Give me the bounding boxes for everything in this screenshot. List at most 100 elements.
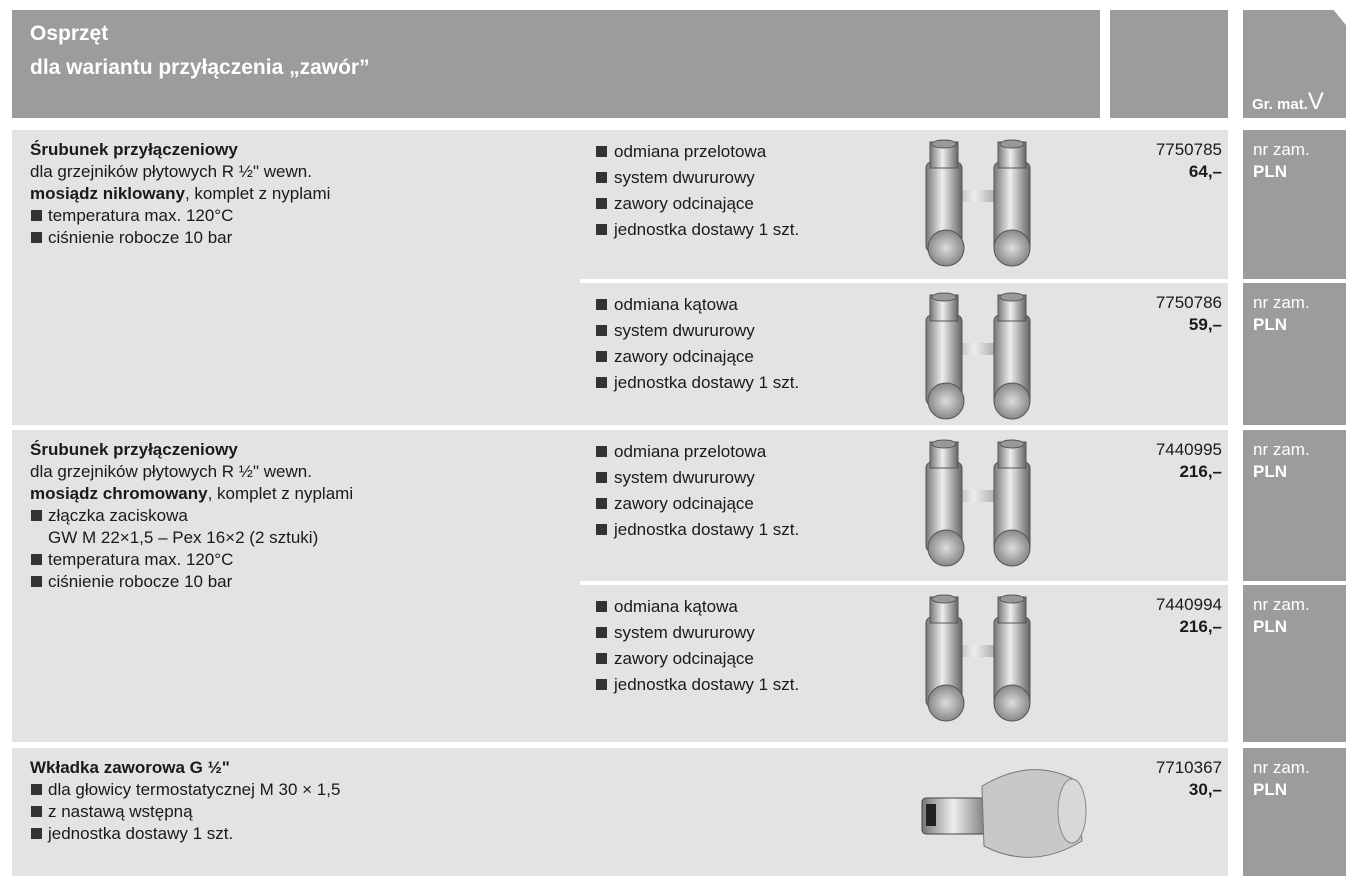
feature-text: jednostka dostawy 1 szt.: [614, 520, 800, 539]
bullet-text: ciśnienie robocze 10 bar: [48, 572, 233, 591]
feature-text: system dwururowy: [614, 623, 755, 642]
bullet-square: [596, 146, 607, 157]
bullet-square: [31, 554, 42, 565]
order-label: nr zam.: [1253, 140, 1310, 159]
bullet-text: dla głowicy termostatycznej M 30 × 1,5: [48, 780, 341, 799]
group-column: [1243, 748, 1346, 876]
bullet-square: [596, 524, 607, 535]
feature-text: odmiana przelotowa: [614, 142, 767, 161]
description-line: dla grzejników płytowych R ½" wewn.: [30, 162, 312, 182]
section-title: Śrubunek przyłączeniowy: [30, 440, 238, 459]
currency: PLN: [1253, 617, 1287, 636]
bullet-square: [31, 510, 42, 521]
bullet-square: [596, 679, 607, 690]
order-code: 7440995: [1155, 440, 1222, 459]
header-code-band: [1110, 10, 1228, 118]
bullet-square: [596, 325, 607, 336]
material-group-label: Gr. mat.: [1252, 96, 1308, 113]
bullet-square: [596, 299, 607, 310]
currency: PLN: [1253, 780, 1287, 799]
section-title: Wkładka zaworowa G ½": [30, 758, 230, 777]
order-label: nr zam.: [1253, 595, 1310, 614]
feature-text: jednostka dostawy 1 szt.: [614, 220, 800, 239]
bullet-square: [596, 224, 607, 235]
item-divider: [1243, 581, 1346, 585]
feature-text: zawory odcinające: [614, 347, 754, 366]
currency: PLN: [1253, 162, 1287, 181]
item-divider: [580, 279, 1228, 283]
price: 216,–: [1179, 617, 1222, 636]
bullet-square: [596, 653, 607, 664]
currency: PLN: [1253, 462, 1287, 481]
order-code: 7750785: [1155, 140, 1222, 159]
bullet-square: [596, 172, 607, 183]
description-text: , komplet z nyplami: [184, 184, 331, 203]
bullet-square: [596, 498, 607, 509]
group-column: [1243, 430, 1346, 742]
description-text: , komplet z nyplami: [207, 484, 354, 503]
bullet-square: [31, 576, 42, 587]
bullet-square: [596, 198, 607, 209]
bullet-square: [596, 627, 607, 638]
feature-text: odmiana przelotowa: [614, 442, 767, 461]
price: 64,–: [1188, 162, 1222, 181]
feature-text: odmiana kątowa: [614, 597, 738, 616]
bullet-text: GW M 22×1,5 – Pex 16×2 (2 sztuki): [48, 528, 319, 547]
bullet-square: [596, 446, 607, 457]
currency: PLN: [1253, 315, 1287, 334]
material-group: Gr. mat.V: [1252, 90, 1324, 115]
feature-text: zawory odcinające: [614, 194, 754, 213]
bullet-square: [31, 828, 42, 839]
order-label: nr zam.: [1253, 293, 1310, 312]
bullet-square: [31, 232, 42, 243]
feature-text: odmiana kątowa: [614, 295, 738, 314]
feature-text: zawory odcinające: [614, 649, 754, 668]
description-line: mosiądz niklowany, komplet z nyplami: [30, 184, 330, 204]
description-line: dla grzejników płytowych R ½" wewn.: [30, 462, 312, 482]
order-code: 7750786: [1155, 293, 1222, 312]
bullet-square: [596, 351, 607, 362]
bullet-square: [31, 806, 42, 817]
feature-text: jednostka dostawy 1 szt.: [614, 675, 800, 694]
feature-text: system dwururowy: [614, 321, 755, 340]
bullet-square: [596, 472, 607, 483]
product-image: [921, 769, 1087, 858]
group-column: [1243, 130, 1346, 425]
description-bold: mosiądz chromowany: [30, 484, 208, 503]
item-divider: [1243, 279, 1346, 283]
bullet-text: temperatura max. 120°C: [48, 550, 234, 569]
material-group-letter: V: [1307, 88, 1324, 115]
feature-text: jednostka dostawy 1 szt.: [614, 373, 800, 392]
header-group-band: [1243, 10, 1346, 118]
bullet-text: złączka zaciskowa: [48, 506, 188, 525]
section-title: Śrubunek przyłączeniowy: [30, 140, 238, 159]
description-text: dla grzejników płytowych R ½" wewn.: [30, 462, 312, 481]
feature-text: system dwururowy: [614, 168, 755, 187]
description-line: mosiądz chromowany, komplet z nyplami: [30, 484, 353, 504]
description-bold: mosiądz niklowany: [30, 184, 185, 203]
price: 59,–: [1188, 315, 1222, 334]
product-image: [925, 139, 1031, 267]
feature-text: system dwururowy: [614, 468, 755, 487]
item-divider: [580, 581, 1228, 585]
product-image: [925, 594, 1031, 722]
order-label: nr zam.: [1253, 440, 1310, 459]
bullet-square: [596, 377, 607, 388]
bullet-square: [31, 784, 42, 795]
product-image: [925, 439, 1031, 567]
order-code: 7710367: [1155, 758, 1222, 777]
price: 30,–: [1188, 780, 1222, 799]
price: 216,–: [1179, 462, 1222, 481]
bullet-square: [596, 601, 607, 612]
bullet-text: temperatura max. 120°C: [48, 206, 234, 225]
description-text: dla grzejników płytowych R ½" wewn.: [30, 162, 312, 181]
bullet-square: [31, 210, 42, 221]
product-image: [925, 292, 1031, 420]
header-band: [12, 10, 1100, 118]
bullet-text: ciśnienie robocze 10 bar: [48, 228, 233, 247]
order-code: 7440994: [1155, 595, 1222, 614]
header-title: Osprzęt: [30, 22, 109, 45]
header-subtitle: dla wariantu przyłączenia „zawór”: [30, 56, 370, 79]
feature-text: zawory odcinające: [614, 494, 754, 513]
